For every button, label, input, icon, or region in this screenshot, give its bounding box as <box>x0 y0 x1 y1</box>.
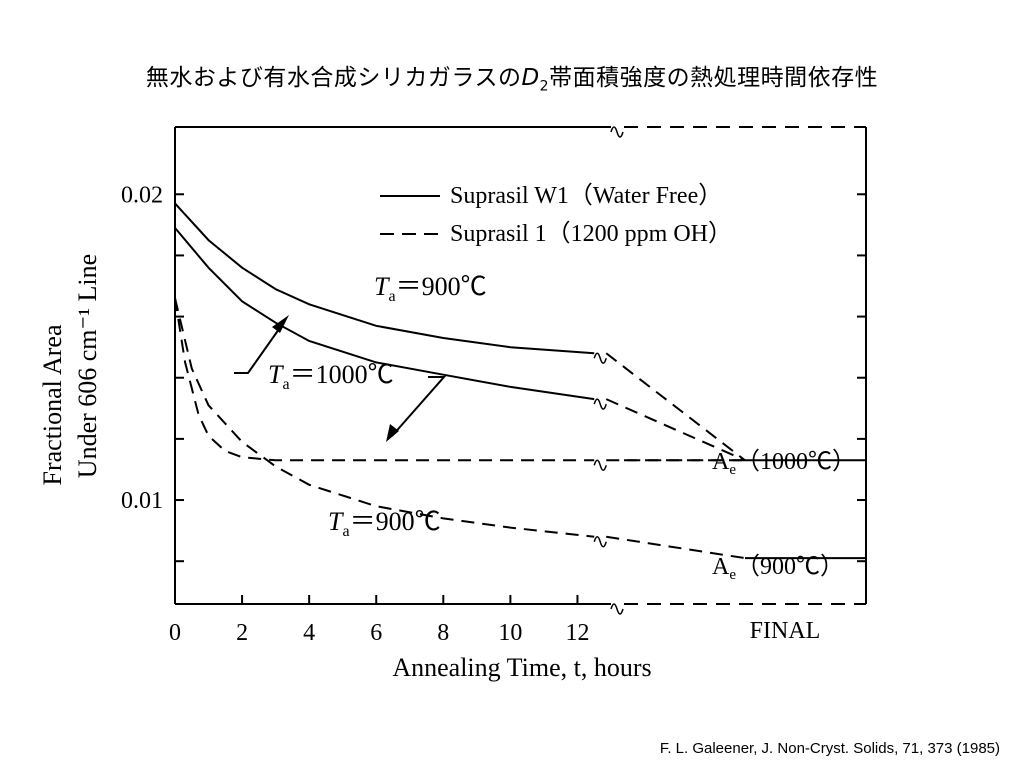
axis-ticks <box>174 193 866 604</box>
tick-labels: 0 2 4 6 8 10 12 FINAL 0.02 0.01 <box>121 182 820 646</box>
x-tick-label-final: FINAL <box>750 618 821 644</box>
axis-break-top <box>610 126 624 138</box>
axis-breaks <box>593 126 624 615</box>
y-axis-label-line1: Fractional Area <box>38 324 67 485</box>
series-final-connector-1 <box>605 398 746 462</box>
title-symbol: D <box>521 65 540 91</box>
x-axis-label: Annealing Time, t, hours <box>392 653 651 682</box>
page-title: 無水および有水合成シリカガラスのD2帯面積強度の熱処理時間依存性 <box>0 58 1024 95</box>
title-suffix: 帯面積強度の熱処理時間依存性 <box>549 65 879 91</box>
series-final-connector-3 <box>606 535 746 560</box>
x-tick-label: 8 <box>437 620 449 646</box>
annotation-arrows <box>234 321 447 437</box>
x-tick-label: 2 <box>236 620 248 646</box>
series-line-1 <box>174 227 595 401</box>
x-tick-label: 0 <box>169 620 181 646</box>
title-subscript: 2 <box>539 78 550 95</box>
arrow-to-solid-1000 <box>234 321 285 374</box>
annotation-ae-900: Ae（900℃） <box>712 554 844 583</box>
series-group <box>174 202 866 560</box>
annotation-ta-900-bottom: Ta＝900℃ <box>328 507 441 540</box>
x-tick-label: 12 <box>565 620 589 646</box>
legend-label-dashed: Suprasil 1（1200 ppm OH） <box>450 221 732 247</box>
series-final-connector-0 <box>605 352 746 462</box>
axis-break-bottom <box>610 603 624 615</box>
chart-frame <box>174 126 867 605</box>
y-tick-label: 0.02 <box>121 182 163 208</box>
annotation-ae-1000: Ae（1000℃） <box>712 449 856 478</box>
y-axis-label-line2: Under 606 cm⁻¹ Line <box>73 254 102 478</box>
arrowhead-solid-1000 <box>272 315 289 333</box>
y-tick-label: 0.01 <box>121 488 163 514</box>
series-line-3 <box>174 297 595 538</box>
title-prefix: 無水および有水合成シリカガラスの <box>145 65 522 91</box>
annotation-ta-1000: Ta＝1000℃ <box>268 360 394 393</box>
arrowheads <box>272 315 399 442</box>
legend-label-solid: Suprasil W1（Water Free） <box>450 183 722 209</box>
series-line-0 <box>174 202 595 355</box>
arrow-to-dashed-1000 <box>391 376 447 437</box>
series-break-1 <box>593 398 607 410</box>
citation: F. L. Galeener, J. Non-Cryst. Solids, 71… <box>659 740 1000 757</box>
series-break-3 <box>593 535 607 548</box>
series-line-2 <box>174 298 595 462</box>
series-break-0 <box>593 352 607 365</box>
legend: Suprasil W1（Water Free） Suprasil 1（1200 … <box>380 183 732 247</box>
annotation-ta-900-top: Ta＝900℃ <box>374 272 487 305</box>
x-tick-label: 4 <box>303 620 315 646</box>
x-tick-label: 6 <box>370 620 382 646</box>
series-break-2 <box>593 459 607 472</box>
arrowhead-dashed-1000 <box>386 424 399 442</box>
x-tick-label: 10 <box>498 620 522 646</box>
